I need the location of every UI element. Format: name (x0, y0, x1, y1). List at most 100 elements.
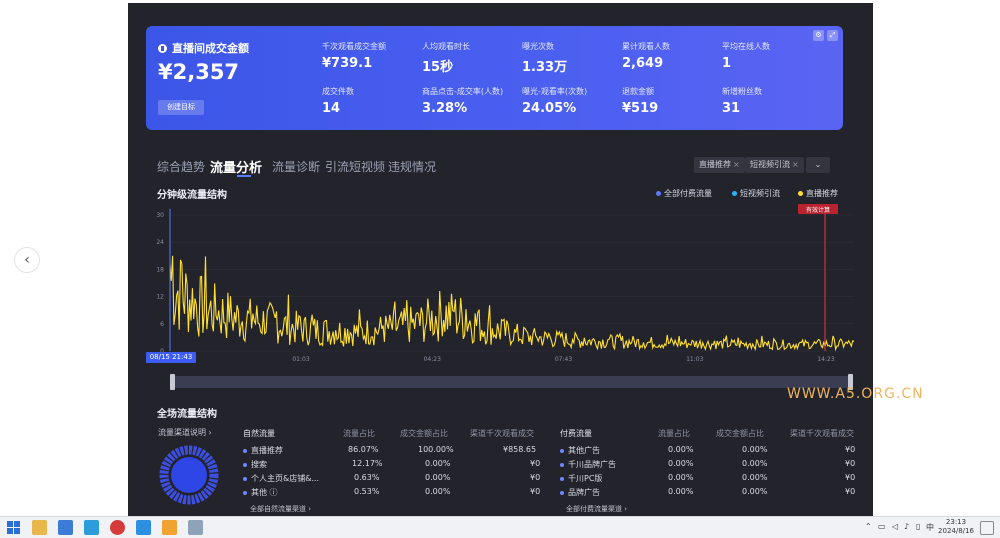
metric-label: 千次观看成交金额 (322, 42, 386, 51)
row-label: 品牌广告 (568, 488, 600, 497)
chart-title: 分钟级流量结构 (157, 190, 227, 201)
ime-indicator[interactable]: 中 (926, 523, 934, 532)
metric-label: 退款金额 (622, 87, 654, 96)
back-arrow-button[interactable]: ‹ (14, 247, 40, 273)
metric-value: 1.33万 (522, 60, 568, 75)
app-icon[interactable] (162, 520, 177, 535)
windows-start-icon[interactable] (6, 520, 21, 535)
y-tick-label: 30 (156, 212, 164, 219)
gmv-value: ¥2,357 (158, 60, 240, 84)
metric-label: 商品点击-成交率(人数) (422, 87, 504, 96)
paid-table-header: 付费流量 (560, 429, 592, 438)
table-cell: ¥0 (530, 473, 541, 482)
watermark: WWW.A5.ORG.CN (787, 386, 924, 402)
table-cell: 0.00% (425, 487, 451, 496)
gmv-label: 直播间成交金额 (158, 40, 249, 56)
table-cell: ¥858.65 (503, 445, 537, 454)
natural-table-header: 流量占比 (343, 429, 375, 438)
app-icon[interactable] (110, 520, 125, 535)
legend-live-recommend[interactable]: 直播推荐 (798, 188, 838, 199)
network-icon[interactable]: ▭ (878, 522, 886, 531)
metric-value: 24.05% (522, 101, 577, 116)
filter-chip-short-video[interactable]: 短视频引流 × (745, 157, 804, 173)
range-handle-left[interactable] (170, 374, 175, 390)
metric-value: 1 (722, 56, 732, 71)
table-cell: 0.00% (425, 459, 451, 468)
speaker-icon[interactable]: ♪ (904, 522, 910, 531)
all-paid-channels-link[interactable]: 全部付费流量渠道 › (566, 504, 627, 514)
table-cell: 0.00% (668, 459, 694, 468)
range-handle-right[interactable] (848, 374, 853, 390)
tab-traffic-analysis[interactable]: 流量分析 (210, 161, 263, 176)
taskbar-clock[interactable]: 23:13 2024/8/16 (936, 518, 976, 536)
app-icon[interactable] (84, 520, 99, 535)
x-tick-label: 01:03 (292, 356, 309, 363)
table-row-label: 其他广告 (560, 445, 600, 456)
traffic-structure-title: 全场流量结构 (157, 409, 217, 420)
notification-icon[interactable] (980, 521, 994, 535)
battery-icon[interactable]: ▯ (916, 522, 921, 531)
create-goal-button[interactable]: 创建目标 (158, 100, 204, 115)
tab-short-video[interactable]: 引流短视频 (325, 160, 386, 174)
filter-dropdown[interactable]: ⌄ (806, 157, 830, 173)
y-tick-label: 24 (156, 239, 164, 246)
clock-date: 2024/8/16 (938, 527, 974, 535)
legend-paid-traffic[interactable]: 全部付费流量 (656, 188, 712, 199)
all-natural-channels-link[interactable]: 全部自然流量渠道 › (250, 504, 311, 514)
tab-violations[interactable]: 违规情况 (388, 160, 437, 174)
row-dot (560, 448, 564, 453)
y-axis: 0 6 12 18 24 30 (156, 212, 164, 355)
filter-chip-live-recommend[interactable]: 直播推荐 × (694, 157, 745, 173)
row-dot (560, 490, 564, 495)
time-range-slider[interactable] (172, 376, 850, 388)
table-row-label: 个人主页&店铺&... (243, 473, 319, 484)
paid-table-header: 流量占比 (658, 429, 690, 438)
app-icon[interactable] (58, 520, 73, 535)
natural-table-header: 自然流量 (243, 429, 275, 438)
settings-icon[interactable]: ⚙ (813, 30, 824, 41)
table-row-label: 千川品牌广告 (560, 459, 616, 470)
table-cell: 0.00% (668, 473, 694, 482)
close-icon[interactable]: × (733, 160, 740, 169)
volume-icon[interactable]: ◁ (892, 522, 899, 531)
chevron-right-icon: › (308, 505, 312, 513)
table-row-label: 其他 ⓘ (243, 487, 278, 498)
close-icon[interactable]: × (792, 160, 799, 169)
table-cell: ¥0 (845, 459, 856, 468)
row-dot (243, 476, 247, 481)
active-tab-indicator (237, 175, 251, 177)
marker-badge (798, 204, 838, 214)
row-dot (243, 462, 247, 467)
table-cell: 0.00% (742, 459, 768, 468)
legend-dot (656, 191, 661, 196)
legend-label: 直播推荐 (806, 189, 838, 198)
legend-short-video[interactable]: 短视频引流 (732, 188, 780, 199)
natural-table-header: 成交金额占比 (400, 429, 448, 438)
legend-dot (732, 191, 737, 196)
browser-icon[interactable] (136, 520, 151, 535)
paid-table-header: 成交金额占比 (716, 429, 764, 438)
table-row-label: 直播推荐 (243, 445, 283, 456)
tab-traffic-diagnosis[interactable]: 流量诊断 (272, 160, 321, 174)
file-explorer-icon[interactable] (32, 520, 47, 535)
metric-value: 14 (322, 101, 341, 116)
app-icon[interactable] (188, 520, 203, 535)
traffic-chart[interactable]: 0 6 12 18 24 30 01:03 04:23 07:43 11:03 14:23 有效计… (146, 200, 858, 370)
traffic-donut-chart[interactable] (158, 444, 220, 506)
info-icon[interactable]: ⓘ (269, 488, 278, 497)
tray-chevron-icon[interactable]: ⌃ (865, 522, 872, 531)
table-cell: 0.63% (354, 473, 380, 482)
metric-label: 曝光次数 (522, 42, 554, 51)
expand-icon[interactable]: ⤢ (827, 30, 838, 41)
metric-label: 人均观看时长 (422, 42, 470, 51)
start-time-badge: 08/15 21:43 (146, 352, 196, 363)
check-icon (158, 43, 167, 53)
chevron-right-icon: › (208, 428, 212, 437)
channel-explanation-link[interactable]: 流量渠道说明 › (158, 427, 212, 438)
metric-label: 累计观看人数 (622, 42, 670, 51)
table-cell: 0.00% (742, 487, 768, 496)
tab-overall-trend[interactable]: 综合趋势 (157, 160, 206, 174)
metric-label: 新增粉丝数 (722, 87, 762, 96)
table-cell: ¥0 (530, 487, 541, 496)
channel-explanation-label: 流量渠道说明 (158, 428, 206, 437)
